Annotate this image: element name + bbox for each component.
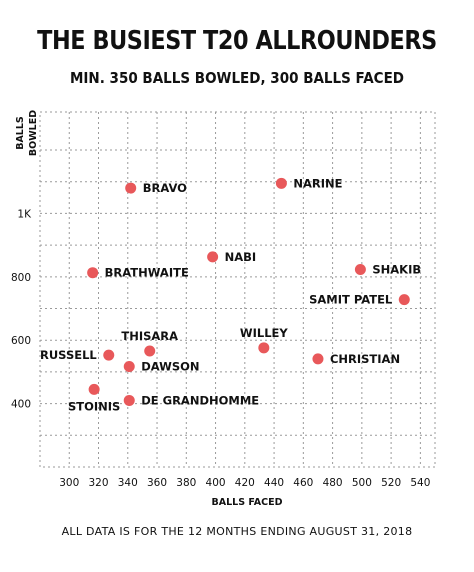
- x-tick-label: 540: [410, 477, 430, 489]
- point-label: WILLEY: [240, 326, 288, 340]
- footnote: ALL DATA IS FOR THE 12 MONTHS ENDING AUG…: [61, 525, 413, 538]
- x-tick-label: 480: [323, 477, 343, 489]
- point-label: NARINE: [293, 176, 342, 190]
- y-tick-label: 800: [11, 272, 31, 284]
- data-point: [87, 267, 99, 279]
- grid-layer: [39, 111, 436, 468]
- chart-title: THE BUSIEST T20 ALLROUNDERS: [37, 26, 437, 56]
- plot-border: [39, 111, 436, 468]
- point-label: CHRISTIAN: [330, 352, 400, 366]
- points-layer: [87, 177, 410, 406]
- point-label: NABI: [225, 250, 257, 264]
- data-point: [123, 394, 135, 406]
- labels-layer: BRAVO NARINE NABI BRATHWAITE SHAKIB SAMIT PAT…: [40, 176, 421, 413]
- y-tick-label: 1K: [17, 208, 32, 220]
- point-label: BRATHWAITE: [105, 266, 189, 280]
- point-label: BRAVO: [143, 181, 187, 195]
- data-point: [258, 342, 270, 354]
- x-tick-label: 380: [176, 477, 196, 489]
- point-label: DAWSON: [141, 360, 199, 374]
- point-label: STOINIS: [68, 399, 120, 413]
- x-tick-label: 360: [147, 477, 167, 489]
- data-point: [103, 349, 115, 361]
- y-tick-label: 600: [11, 335, 31, 347]
- point-label: SAMIT PATEL: [309, 293, 393, 307]
- x-tick-label: 300: [59, 477, 79, 489]
- point-label: THISARA: [121, 329, 178, 343]
- y-axis-label-line1: BALLS: [15, 116, 26, 150]
- data-point: [125, 182, 137, 194]
- point-label: SHAKIB: [372, 263, 421, 277]
- data-point: [123, 361, 135, 373]
- x-tick-label: 440: [264, 477, 284, 489]
- x-tick-label: 340: [118, 477, 138, 489]
- x-tick-label: 400: [206, 477, 226, 489]
- data-point: [312, 353, 324, 365]
- x-tick-label: 520: [381, 477, 401, 489]
- x-tick-label: 320: [88, 477, 108, 489]
- point-label: RUSSELL: [40, 348, 97, 362]
- data-point: [144, 345, 156, 357]
- chart-subtitle: MIN. 350 BALLS BOWLED, 300 BALLS FACED: [69, 69, 405, 87]
- y-axis-label-line2: BOWLED: [28, 110, 39, 156]
- data-point: [398, 294, 410, 306]
- x-axis-label: BALLS FACED: [212, 497, 283, 508]
- x-tick-label: 460: [293, 477, 313, 489]
- data-point: [354, 264, 366, 276]
- data-point: [275, 177, 287, 189]
- ticks-layer: 300 320 340 360 380 400 420 440 460 480 500 520 540 4…: [11, 208, 430, 489]
- data-point: [88, 383, 100, 395]
- x-tick-label: 500: [352, 477, 372, 489]
- y-tick-label: 400: [11, 399, 31, 411]
- point-label: DE GRANDHOMME: [141, 393, 259, 407]
- x-tick-label: 420: [235, 477, 255, 489]
- data-point: [207, 251, 219, 263]
